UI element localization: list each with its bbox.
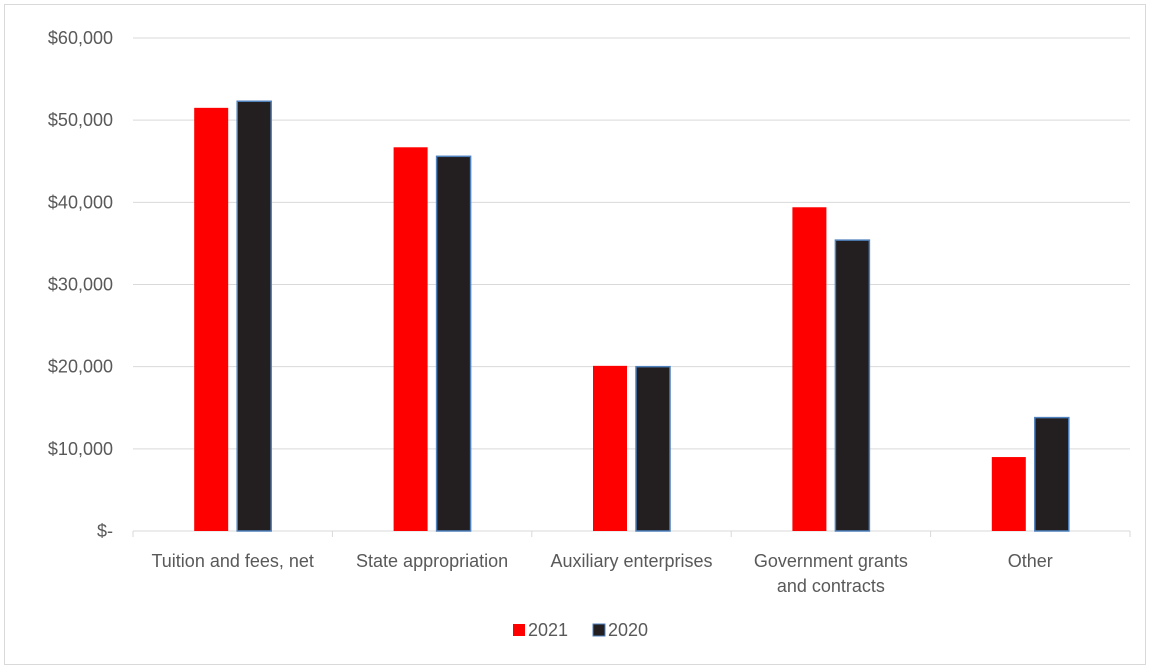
x-tick-label-line: Tuition and fees, net	[151, 551, 313, 571]
x-tick-label-line: Other	[1008, 551, 1053, 571]
bar-2021-auxiliary-enterprises	[593, 365, 627, 531]
legend: 2021 2020	[513, 620, 648, 640]
bar-2020-state-appropriation	[435, 155, 472, 532]
x-tick-label-line: Auxiliary enterprises	[550, 551, 712, 571]
x-tick-label-line: State appropriation	[356, 551, 508, 571]
y-tick-label: $50,000	[48, 110, 113, 130]
legend-label-2021: 2021	[528, 620, 568, 640]
bar-2020-government-grants-and-contracts	[834, 239, 871, 532]
x-tick-label-line: and contracts	[777, 576, 885, 596]
x-tick-label: Tuition and fees, net	[151, 551, 313, 571]
x-tick-label: Auxiliary enterprises	[550, 551, 712, 571]
bar-2021-state-appropriation	[393, 147, 428, 531]
x-tick-label-line: Government grants	[754, 551, 908, 571]
bar-2021-government-grants-and-contracts	[792, 207, 827, 531]
gridlines	[132, 37, 1131, 537]
bar-2021-other	[991, 457, 1026, 531]
y-tick-label: $20,000	[48, 357, 113, 377]
y-tick-label: $40,000	[48, 192, 113, 212]
legend-swatch-2020	[592, 623, 606, 637]
y-tick-label: $60,000	[48, 28, 113, 48]
x-tick-label: State appropriation	[356, 551, 508, 571]
legend-swatch-2021	[513, 624, 525, 636]
y-tick-label: $-	[97, 521, 113, 541]
x-axis-tick-labels: Tuition and fees, net State appropriation…	[151, 551, 1052, 596]
bar-2020-other	[1034, 416, 1070, 532]
bar-2021-tuition-and-fees-net	[194, 107, 229, 531]
bar-2020-tuition-and-fees-net	[236, 100, 272, 532]
y-axis-tick-labels: $- $10,000 $20,000 $30,000 $40,000 $50,000 $60…	[48, 28, 113, 541]
x-tick-label: Government grants and contracts	[754, 551, 908, 596]
legend-label-2020: 2020	[608, 620, 648, 640]
x-tick-label: Other	[1008, 551, 1053, 571]
bar-2020-auxiliary-enterprises	[635, 365, 671, 532]
y-tick-label: $30,000	[48, 275, 113, 295]
y-tick-label: $10,000	[48, 439, 113, 459]
bars	[194, 100, 1070, 532]
